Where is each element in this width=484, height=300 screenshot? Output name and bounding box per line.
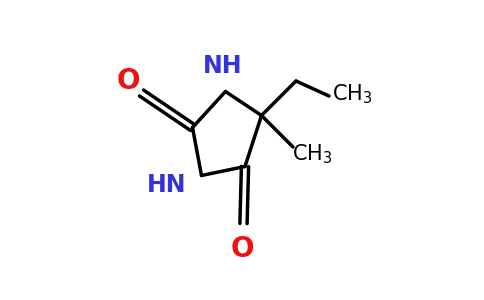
Text: CH$_3$: CH$_3$	[332, 83, 373, 106]
Text: NH: NH	[203, 54, 242, 78]
Text: O: O	[116, 67, 140, 95]
Text: O: O	[230, 235, 254, 263]
Text: CH$_3$: CH$_3$	[292, 143, 333, 166]
Text: HN: HN	[147, 172, 187, 197]
